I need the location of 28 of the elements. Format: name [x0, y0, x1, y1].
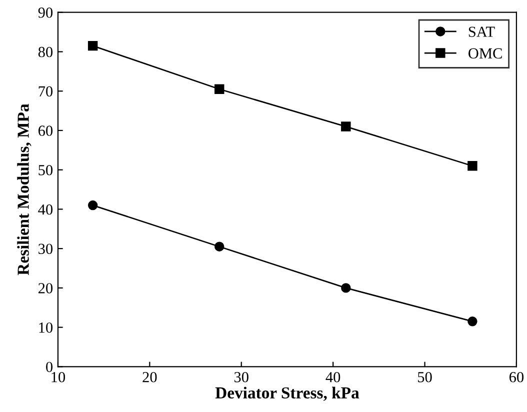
point [214, 84, 224, 94]
y-tick-label: 80 [38, 46, 53, 58]
y-tick-label: 90 [38, 8, 53, 18]
x-axis-title: Deviator Stress, kPa [215, 386, 360, 401]
point [468, 316, 478, 326]
point [214, 242, 224, 252]
x-tick-label: 40 [326, 372, 340, 382]
point [341, 122, 351, 132]
y-tick-label: 70 [38, 86, 53, 97]
y-tick-label: 40 [38, 204, 53, 215]
x-tick-label: 60 [509, 372, 524, 382]
y-tick-label: 0 [46, 362, 53, 372]
point [341, 283, 351, 293]
x-tick-label: 50 [418, 372, 432, 382]
y-tick-label: 30 [38, 244, 53, 254]
x-tick-label: 20 [142, 372, 157, 382]
x-tick-label: 10 [52, 372, 66, 382]
point [88, 200, 98, 210]
y-tick-label: 50 [38, 164, 53, 176]
legend-label: OMC [468, 48, 502, 59]
point [468, 161, 478, 171]
y-tick-label: 20 [38, 283, 53, 294]
point [88, 40, 98, 51]
y-axis-title: Resilient Modulus, MPa [17, 104, 32, 276]
y-tick-label: 60 [38, 126, 53, 136]
y-tick-label: 10 [39, 322, 53, 333]
x-tick-label: 30 [234, 372, 248, 382]
legend-label: SAT [468, 26, 495, 37]
